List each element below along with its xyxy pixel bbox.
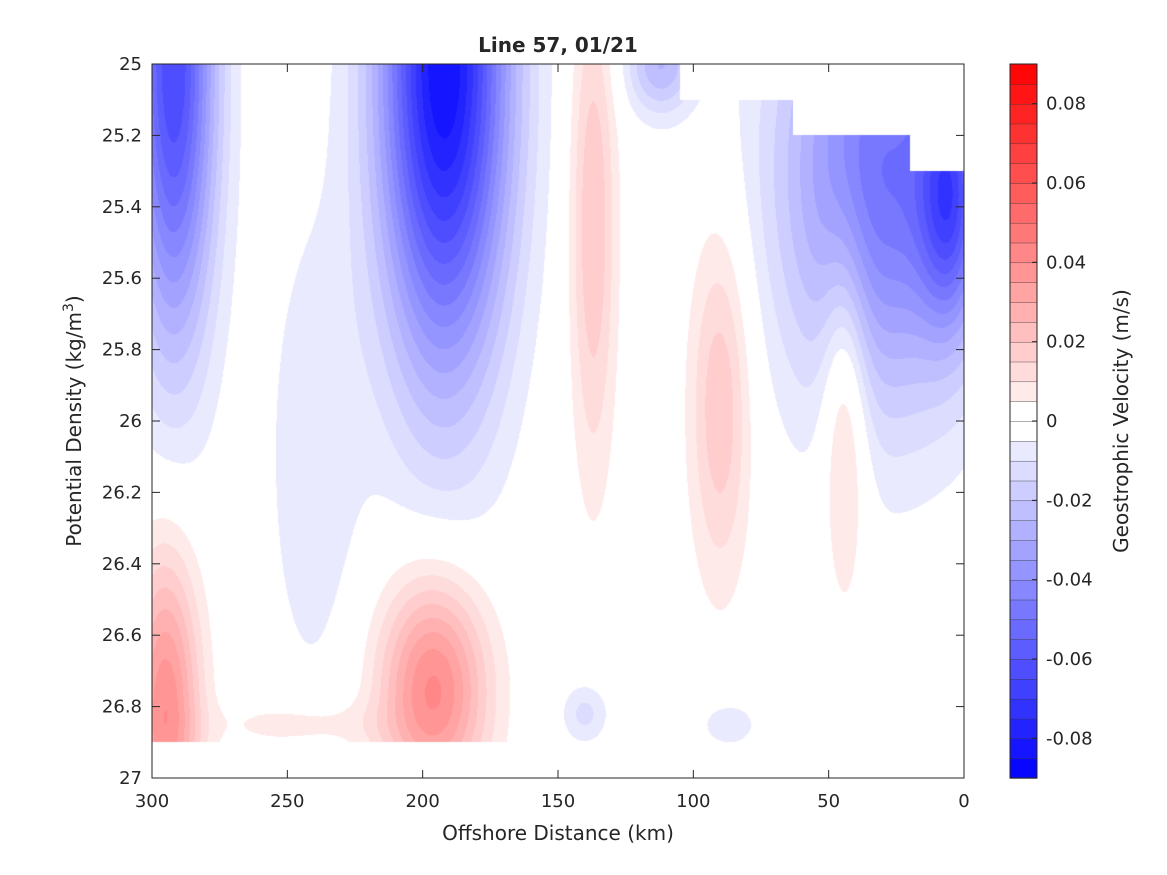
colorbar-swatch [1009,500,1038,521]
y-axis-label-close: ) [62,295,86,303]
colorbar-tick-label: 0.08 [1046,94,1086,115]
colorbar-swatch [1009,440,1038,462]
contour-field [152,64,964,778]
colorbar-swatch [1009,718,1038,740]
y-axis-label: Potential Density (kg/m3) [61,295,86,546]
colorbar-swatch [1009,420,1038,442]
colorbar-tick-label: 0 [1046,411,1057,432]
y-tick-label: 26.6 [102,625,142,646]
x-tick-label: 100 [676,791,710,812]
colorbar-swatch [1009,381,1038,402]
colorbar-swatch [1009,63,1038,85]
colorbar-swatch [1009,341,1038,363]
colorbar-tick-label: -0.06 [1046,649,1093,670]
colorbar-tick-label: 0.04 [1046,252,1086,273]
y-tick-label: 25.2 [102,125,142,146]
colorbar-swatch [1009,162,1038,184]
colorbar-swatch [1009,361,1038,383]
y-tick-label: 25.4 [102,197,142,218]
colorbar-swatch [1009,698,1038,720]
x-axis-label: Offshore Distance (km) [442,821,674,845]
chart-title: Line 57, 01/21 [478,33,638,57]
colorbar-swatch [1009,83,1038,105]
colorbar-swatch [1009,103,1038,125]
colorbar-swatch [1009,579,1038,601]
colorbar-tick-label: 0.02 [1046,332,1086,353]
contour-plot-area [152,64,964,778]
colorbar-swatch [1009,658,1038,680]
colorbar-swatch [1009,678,1038,700]
colorbar [1009,63,1038,779]
colorbar-swatch [1009,400,1038,422]
y-axis-label-main: Potential Density (kg/m [62,312,86,547]
colorbar-swatch [1009,599,1038,621]
colorbar-swatch [1009,480,1038,502]
colorbar-swatch [1009,182,1038,204]
y-tick-label: 26 [119,411,142,432]
colorbar-tick-label: 0.06 [1046,173,1086,194]
x-tick-label: 50 [817,791,840,812]
colorbar-tick-label: -0.02 [1046,490,1093,511]
colorbar-swatch [1009,281,1038,303]
y-axis-ticks: 25 25.2 25.4 25.6 25.8 26 26.2 26.4 26.6 26.8 27 [102,54,964,789]
y-tick-label: 27 [119,768,142,789]
x-tick-label: 250 [270,791,304,812]
y-tick-label: 26.4 [102,554,142,575]
colorbar-swatch [1009,143,1038,164]
x-tick-label: 0 [958,791,969,812]
colorbar-swatch [1009,321,1038,343]
colorbar-swatch [1009,242,1038,264]
colorbar-tick-label: -0.08 [1046,728,1093,749]
colorbar-swatch [1009,738,1038,759]
colorbar-label: Geostrophic Velocity (m/s) [1109,289,1133,553]
y-axis-label-superscript: 3 [61,303,77,312]
colorbar-swatch [1009,559,1038,581]
y-tick-label: 25 [119,54,142,75]
x-tick-label: 150 [541,791,575,812]
y-tick-label: 26.8 [102,697,142,718]
colorbar-ticks: 0.08 0.06 0.04 0.02 0 -0.02 -0.04 -0.06 -0.08 [1032,94,1093,749]
x-axis-ticks: 300 250 200 150 100 50 0 [135,64,970,812]
y-tick-label: 25.8 [102,340,142,361]
colorbar-swatch [1009,619,1038,640]
colorbar-swatch [1009,262,1038,283]
colorbar-swatch [1009,539,1038,561]
colorbar-swatch [1009,123,1038,145]
colorbar-swatch [1009,638,1038,660]
y-tick-label: 26.2 [102,482,142,503]
colorbar-swatch [1009,222,1038,244]
colorbar-swatch [1009,460,1038,482]
x-tick-label: 200 [405,791,439,812]
x-tick-label: 300 [135,791,169,812]
colorbar-swatch [1009,757,1038,779]
colorbar-swatch [1009,301,1038,323]
colorbar-tick-label: -0.04 [1046,570,1093,591]
colorbar-swatch [1009,519,1038,541]
y-tick-label: 25.6 [102,268,142,289]
colorbar-swatch [1009,202,1038,224]
